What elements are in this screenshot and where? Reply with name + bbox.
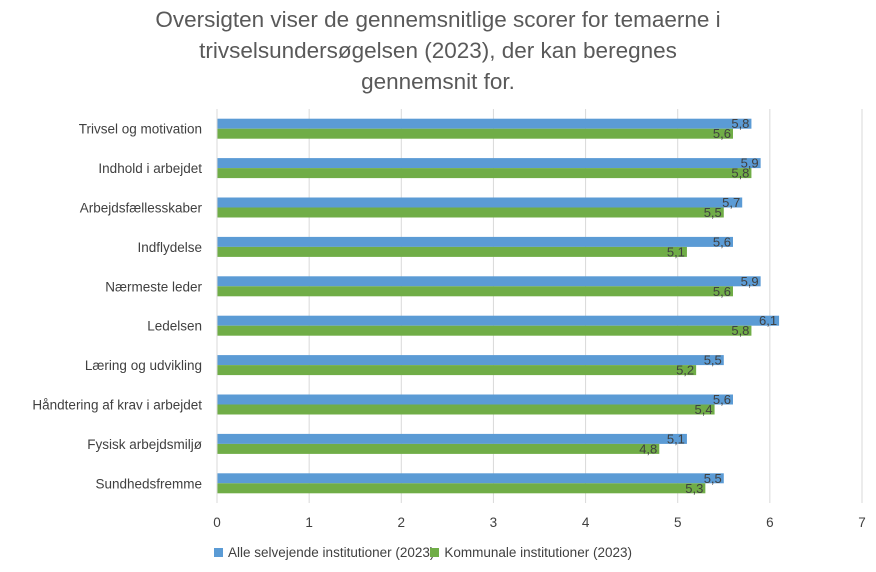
bar-series-1 [217,433,687,444]
category-label: Indhold i arbejdet [98,161,202,176]
category-label: Nærmeste leder [105,279,202,294]
bar-series-1 [217,236,733,247]
bar-series-2 [217,168,752,179]
legend-item-series-1: Alle selvejende institutioner (2023) [214,545,434,560]
data-label-series-2: 4,8 [639,441,657,456]
category-label: Indflydelse [137,240,202,255]
x-tick-label: 3 [490,515,498,530]
bar-series-2 [217,483,706,494]
category-label: Trivsel og motivation [79,122,202,137]
data-label-series-2: 5,8 [731,323,749,338]
bar-series-1 [217,197,743,208]
chart-title: Oversigten viser de gennemsnitlige score… [138,4,738,97]
legend-label-series-2: Kommunale institutioner (2023) [444,545,632,560]
category-label: Håndtering af krav i arbejdet [32,398,202,413]
bar-series-1 [217,355,724,366]
data-label-series-2: 5,2 [676,363,694,378]
bar-series-1 [217,276,761,287]
data-label-series-1: 5,6 [713,392,731,407]
bar-series-2 [217,207,724,218]
x-tick-label: 7 [858,515,866,530]
data-label-series-1: 5,9 [741,156,759,171]
legend-swatch-series-1 [214,548,223,557]
data-label-series-1: 5,8 [731,116,749,131]
legend-item-series-2: Kommunale institutioner (2023) [430,545,632,560]
category-label: Fysisk arbejdsmiljø [87,437,202,452]
data-label-series-1: 5,9 [741,274,759,289]
bar-series-2 [217,128,733,139]
data-label-series-1: 5,7 [722,195,740,210]
x-tick-label: 2 [398,515,406,530]
data-label-series-2: 5,3 [685,481,703,496]
category-label: Ledelsen [147,319,202,334]
data-label-series-2: 5,6 [713,284,731,299]
data-label-series-2: 5,8 [731,166,749,181]
bar-series-2 [217,286,733,297]
legend: Alle selvejende institutioner (2023) Kom… [0,545,876,560]
bar-series-1 [217,315,780,326]
data-label-series-1: 5,5 [704,353,722,368]
data-label-series-2: 5,4 [694,402,712,417]
chart-title-line-2: trivselsundersøgelsen (2023), der kan be… [199,38,677,63]
data-label-series-2: 5,6 [713,126,731,141]
data-label-series-1: 5,1 [667,431,685,446]
bar-series-2 [217,404,715,415]
chart-title-line-1: Oversigten viser de gennemsnitlige score… [155,7,721,32]
bar-series-2 [217,443,660,454]
legend-swatch-series-2 [430,548,440,557]
bar-series-1 [217,394,733,405]
x-tick-label: 4 [582,515,590,530]
category-label: Sundhedsfremme [95,476,202,491]
bar-series-2 [217,246,687,257]
bar-series-2 [217,325,752,336]
x-tick-label: 0 [213,515,221,530]
bar-series-1 [217,118,752,129]
legend-label-series-1: Alle selvejende institutioner (2023) [228,545,435,560]
data-label-series-2: 5,5 [704,205,722,220]
bar-series-1 [217,473,724,484]
data-label-series-1: 6,1 [759,313,777,328]
bar-series-2 [217,365,697,376]
x-tick-label: 1 [305,515,313,530]
x-tick-label: 6 [766,515,774,530]
category-label: Læring og udvikling [85,358,202,373]
bar-series-1 [217,158,761,169]
data-label-series-1: 5,5 [704,471,722,486]
chart-title-line-3: gennemsnit for. [361,69,515,94]
data-label-series-2: 5,1 [667,244,685,259]
x-tick-label: 5 [674,515,682,530]
category-label: Arbejdsfællesskaber [80,201,203,216]
data-label-series-1: 5,6 [713,234,731,249]
